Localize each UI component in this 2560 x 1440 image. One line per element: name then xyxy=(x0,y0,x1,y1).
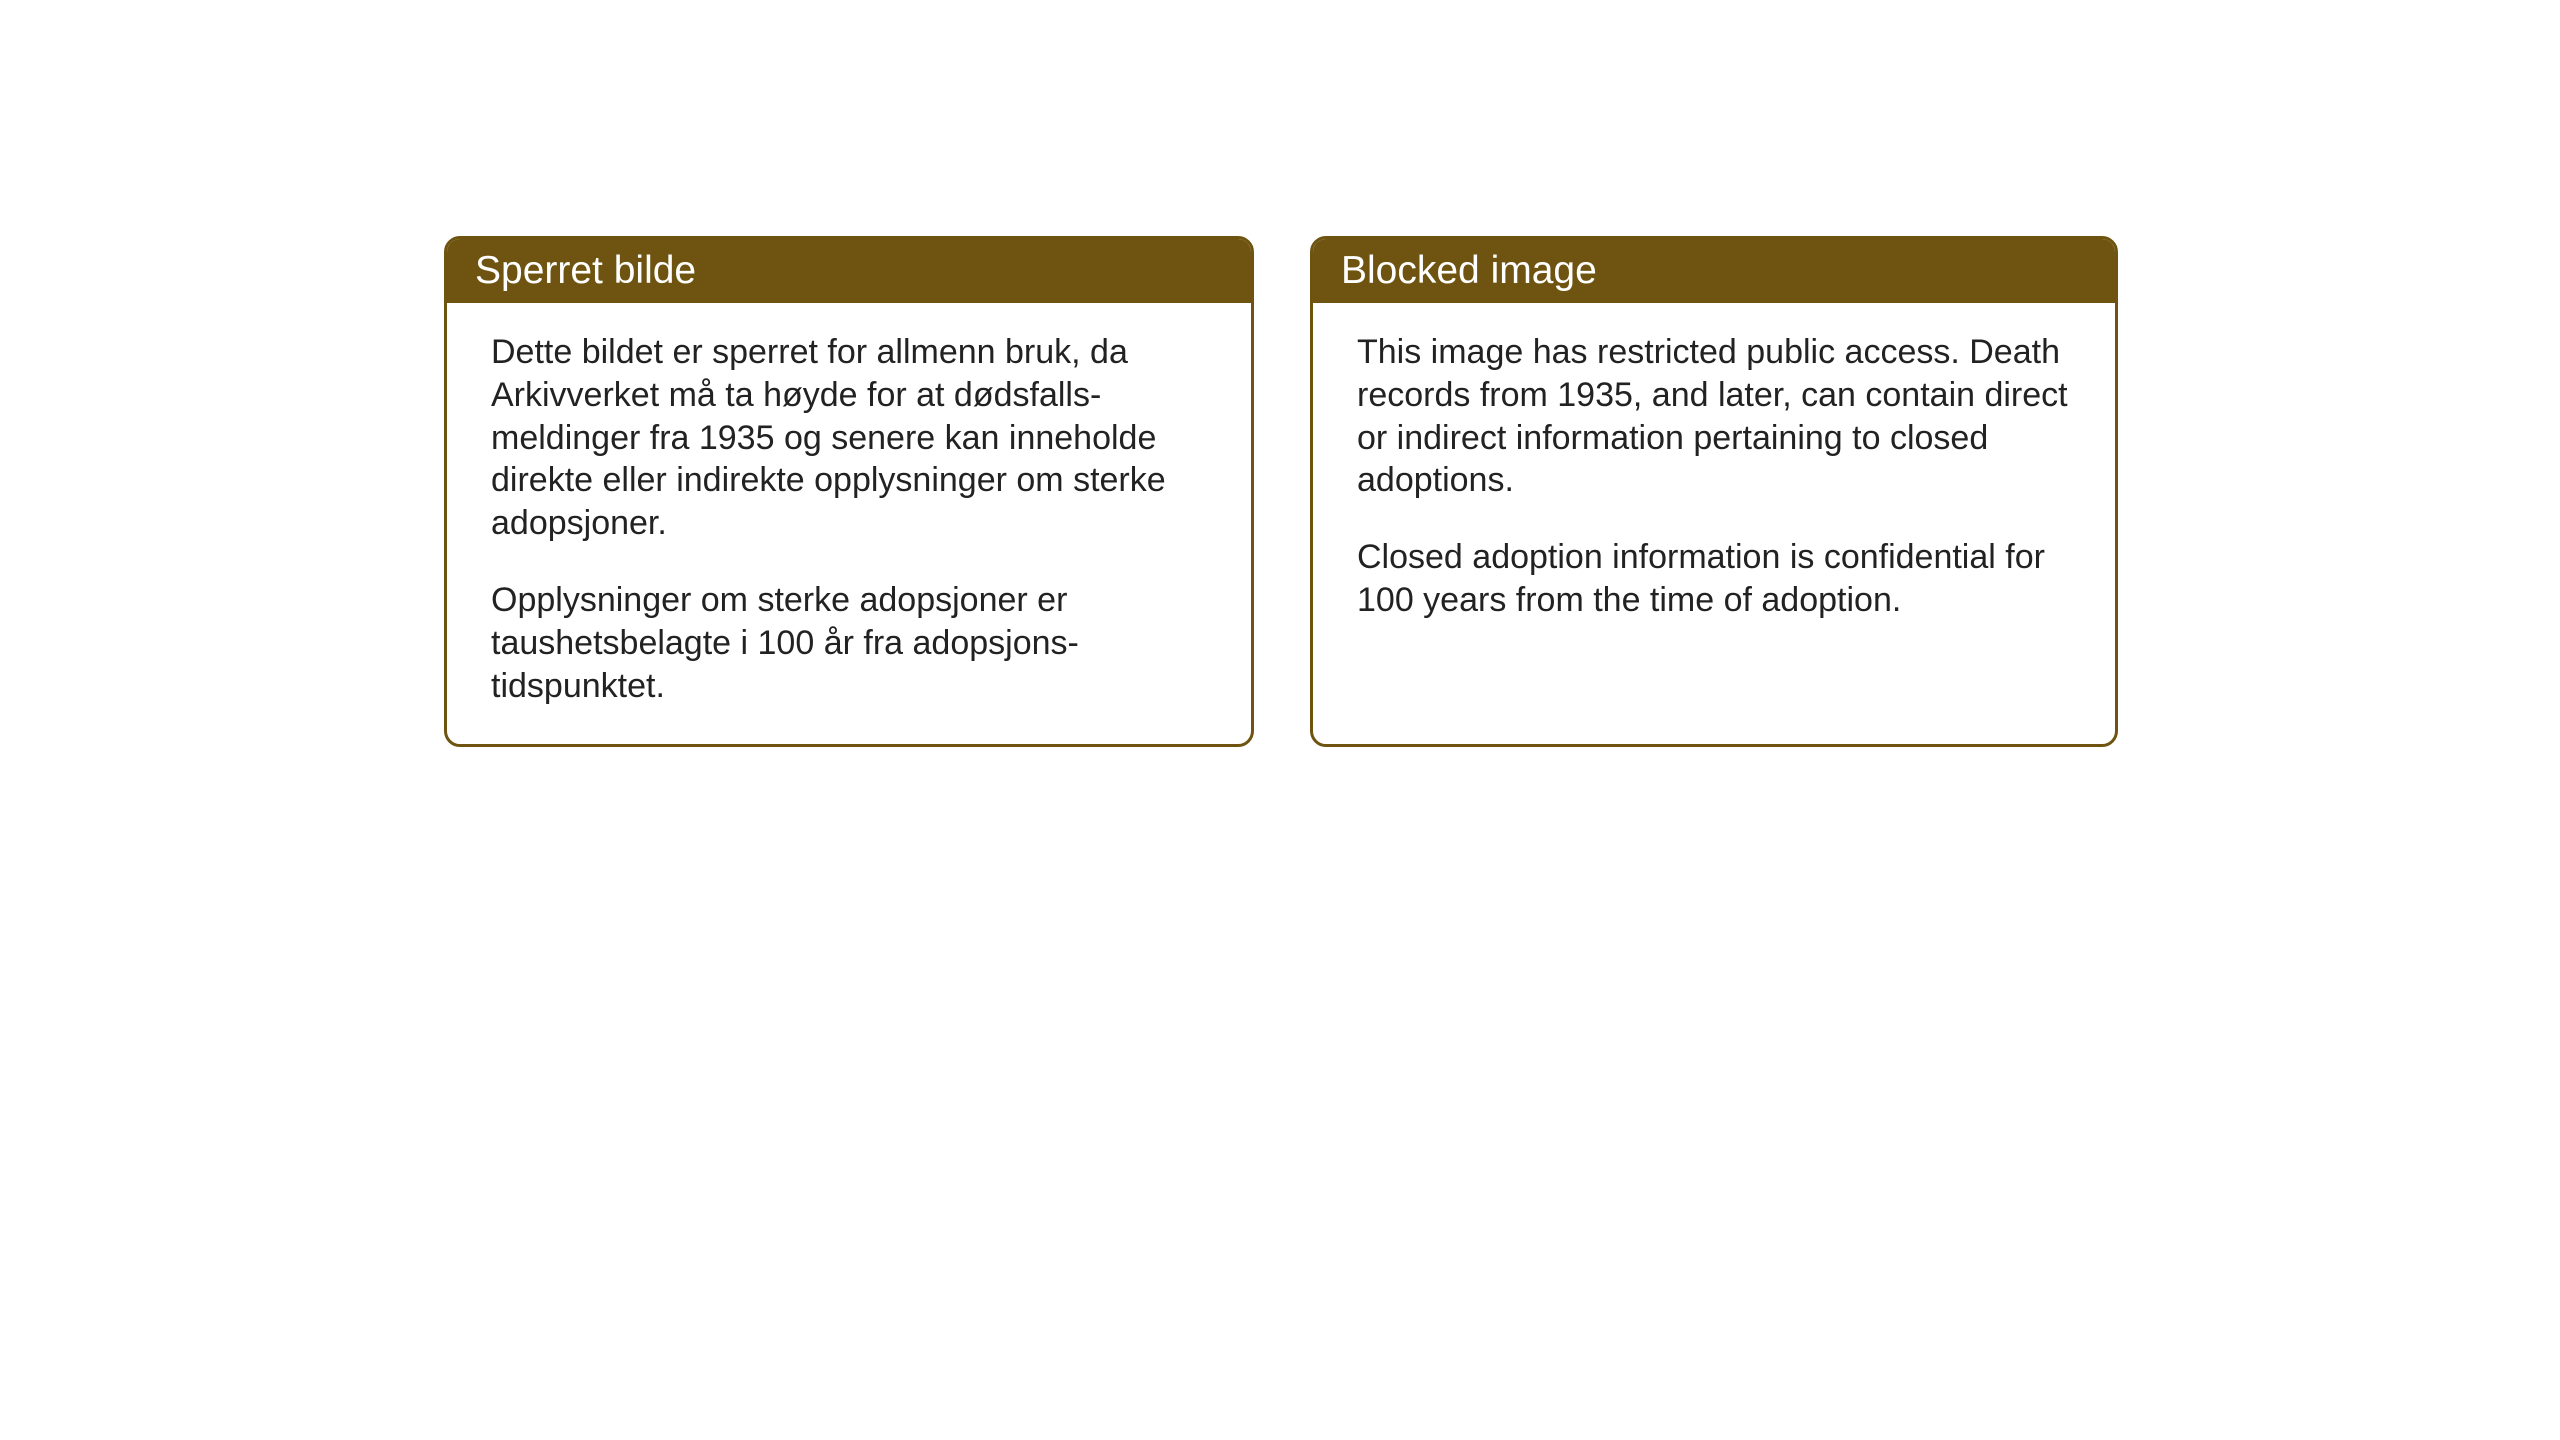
notice-header-english: Blocked image xyxy=(1313,239,2115,303)
notice-body-english: This image has restricted public access.… xyxy=(1313,303,2115,696)
notice-para2-english: Closed adoption information is confident… xyxy=(1357,536,2071,622)
notice-box-english: Blocked image This image has restricted … xyxy=(1310,236,2118,747)
notice-box-norwegian: Sperret bilde Dette bildet er sperret fo… xyxy=(444,236,1254,747)
notice-para1-english: This image has restricted public access.… xyxy=(1357,331,2071,502)
notice-container: Sperret bilde Dette bildet er sperret fo… xyxy=(444,236,2118,747)
notice-body-norwegian: Dette bildet er sperret for allmenn bruk… xyxy=(447,303,1251,744)
notice-para1-norwegian: Dette bildet er sperret for allmenn bruk… xyxy=(491,331,1207,545)
notice-header-norwegian: Sperret bilde xyxy=(447,239,1251,303)
notice-para2-norwegian: Opplysninger om sterke adopsjoner er tau… xyxy=(491,579,1207,707)
